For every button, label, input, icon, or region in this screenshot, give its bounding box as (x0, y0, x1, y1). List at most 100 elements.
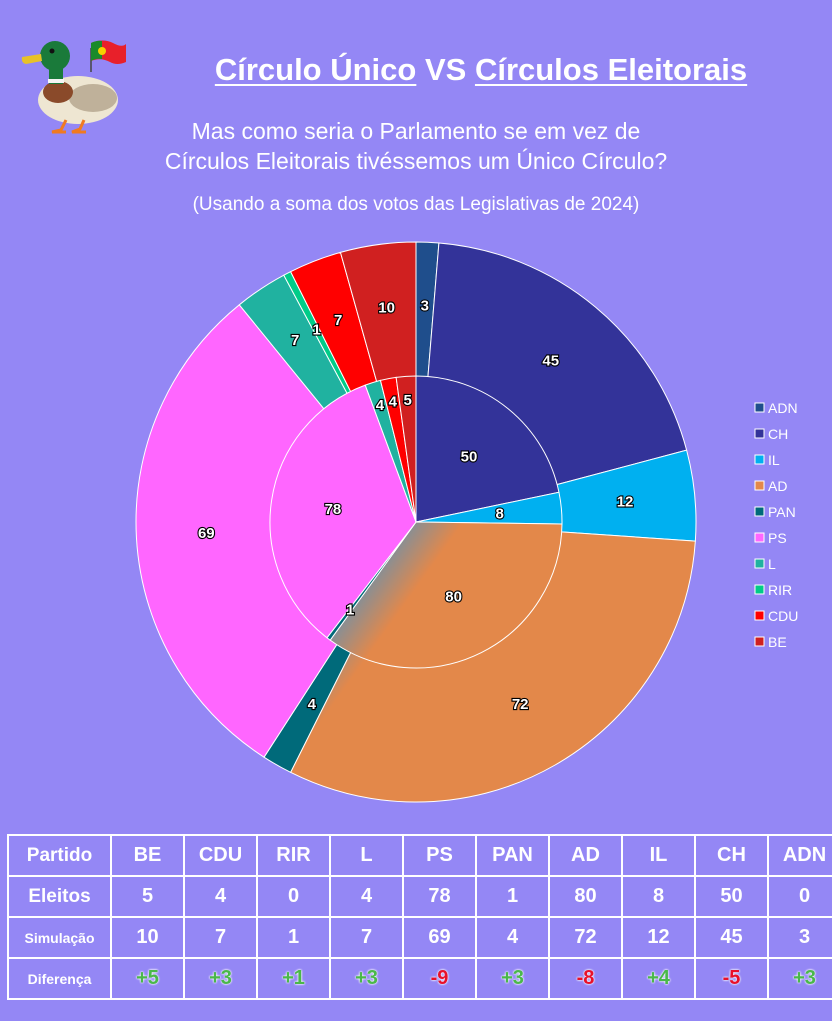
table-cell: CDU (183, 834, 258, 877)
legend-swatch-ps (754, 532, 765, 543)
table-cell: 4 (329, 875, 404, 918)
table-cell: +3 (767, 957, 832, 1000)
outer-label-ps: 69 (198, 525, 215, 542)
table-cell: 0 (256, 875, 331, 918)
table-cell: 0 (767, 875, 832, 918)
table-cell: +5 (110, 957, 185, 1000)
legend-label-be: BE (768, 634, 787, 650)
inner-slice-ch (415, 375, 560, 523)
legend-swatch-rir (754, 584, 765, 595)
legend-label-ps: PS (768, 530, 787, 546)
subtitle-line2: Círculos Eleitorais tivéssemos um Único … (164, 148, 668, 174)
table-cell: 78 (402, 875, 477, 918)
outer-label-be: 10 (378, 300, 395, 317)
inner-label-ad: 80 (445, 589, 462, 606)
outer-label-adn: 3 (421, 298, 429, 315)
table-row: Diferença +5 +3 +1 +3 -9 +3 -8 +4 -5 +3 (7, 957, 832, 1000)
legend-swatch-il (754, 454, 765, 465)
outer-label-ad: 72 (512, 696, 529, 713)
table-cell: +3 (475, 957, 550, 1000)
table-cell: 7 (329, 916, 404, 959)
legend-label-ch: CH (768, 426, 788, 442)
seats-table: Partido BE CDU RIR L PS PAN AD IL CH ADN Eleitos 5 4 0… (7, 834, 832, 1000)
table-row-header: Eleitos (7, 875, 112, 918)
table-cell: +1 (256, 957, 331, 1000)
outer-label-rir: 1 (312, 322, 320, 339)
outer-label-pan: 4 (308, 696, 317, 713)
legend-swatch-adn (754, 402, 765, 413)
legend-swatch-l (754, 558, 765, 569)
table-cell: CH (694, 834, 769, 877)
table-cell: AD (548, 834, 623, 877)
outer-label-cdu: 7 (334, 312, 342, 329)
outer-label-l: 7 (291, 332, 299, 349)
inner-label-be: 5 (404, 392, 412, 409)
table-cell: 1 (256, 916, 331, 959)
table-cell: 80 (548, 875, 623, 918)
legend-swatch-ad (754, 480, 765, 491)
source-note: (Usando a soma dos votos das Legislativa… (192, 194, 640, 215)
table-cell: 4 (183, 875, 258, 918)
table-cell: 4 (475, 916, 550, 959)
inner-label-l: 4 (376, 397, 385, 414)
table-cell: +4 (621, 957, 696, 1000)
table-cell: BE (110, 834, 185, 877)
table-cell: -8 (548, 957, 623, 1000)
table-cell: 45 (694, 916, 769, 959)
inner-ring (269, 375, 563, 669)
duck-icon (21, 41, 118, 134)
table-cell: 1 (475, 875, 550, 918)
legend-swatch-cdu (754, 610, 765, 621)
inner-slice-ad (329, 521, 563, 669)
outer-label-ch: 45 (542, 352, 559, 369)
inner-label-pan: 1 (346, 602, 354, 619)
legend-label-il: IL (768, 452, 780, 468)
table-row: Partido BE CDU RIR L PS PAN AD IL CH ADN (7, 834, 832, 877)
legend-label-adn: ADN (768, 400, 798, 416)
table-cell: +3 (329, 957, 404, 1000)
table-row-header: Partido (7, 834, 112, 877)
page-title: Círculo Único VS Círculos Eleitorais (130, 52, 832, 88)
table-cell: 10 (110, 916, 185, 959)
table-cell: 69 (402, 916, 477, 959)
outer-label-il: 12 (617, 493, 634, 510)
title-vs: VS (416, 52, 475, 87)
table-row-header: Simulação (7, 916, 112, 959)
inner-label-cdu: 4 (389, 394, 398, 411)
table-cell: 50 (694, 875, 769, 918)
table-row: Eleitos 5 4 0 4 78 1 80 8 50 0 (7, 875, 832, 918)
legend-swatch-pan (754, 506, 765, 517)
table-cell: 7 (183, 916, 258, 959)
duck-logo (21, 40, 126, 134)
inner-slice-ps (269, 384, 417, 639)
table-cell: RIR (256, 834, 331, 877)
legend-swatch-be (754, 636, 765, 647)
legend-label-cdu: CDU (768, 608, 798, 624)
table-cell: 5 (110, 875, 185, 918)
table-cell: -9 (402, 957, 477, 1000)
legend-swatch-ch (754, 428, 765, 439)
inner-label-ch: 50 (461, 448, 478, 465)
legend-label-ad: AD (768, 478, 787, 494)
table-cell: +3 (183, 957, 258, 1000)
inner-label-il: 8 (495, 505, 503, 522)
table-cell: 72 (548, 916, 623, 959)
subtitle-line1: Mas como seria o Parlamento se em vez de (191, 118, 641, 144)
table-cell: IL (621, 834, 696, 877)
title-part2: Círculos Eleitorais (474, 52, 748, 87)
table-cell: PAN (475, 834, 550, 877)
table-cell: 8 (621, 875, 696, 918)
inner-slice-be (395, 375, 417, 523)
flag-icon (90, 40, 126, 72)
legend-label-rir: RIR (768, 582, 792, 598)
table-cell: -5 (694, 957, 769, 1000)
table-row: Simulação 10 7 1 7 69 4 72 12 45 3 (7, 916, 832, 959)
table-cell: 3 (767, 916, 832, 959)
table-cell: 12 (621, 916, 696, 959)
table-cell: ADN (767, 834, 832, 877)
table-cell: PS (402, 834, 477, 877)
legend-label-pan: PAN (768, 504, 796, 520)
table-row-header: Diferença (7, 957, 112, 1000)
